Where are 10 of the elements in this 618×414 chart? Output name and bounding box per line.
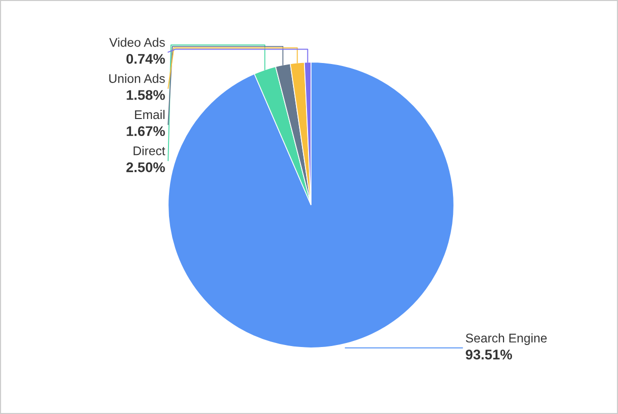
- slice-label: Direct: [134, 146, 166, 156]
- slice-label: Video Ads: [109, 38, 165, 47]
- data-label: 1.58%: [126, 90, 165, 100]
- data-label: 2.50%: [126, 162, 165, 172]
- data-label: 93.51%: [466, 350, 512, 360]
- slice-label: Email: [135, 110, 164, 120]
- data-label: 0.74%: [126, 54, 165, 64]
- slice-label: Union Ads: [109, 74, 165, 83]
- slice-label: Search Engine: [466, 333, 547, 345]
- data-label: 1.67%: [126, 126, 165, 136]
